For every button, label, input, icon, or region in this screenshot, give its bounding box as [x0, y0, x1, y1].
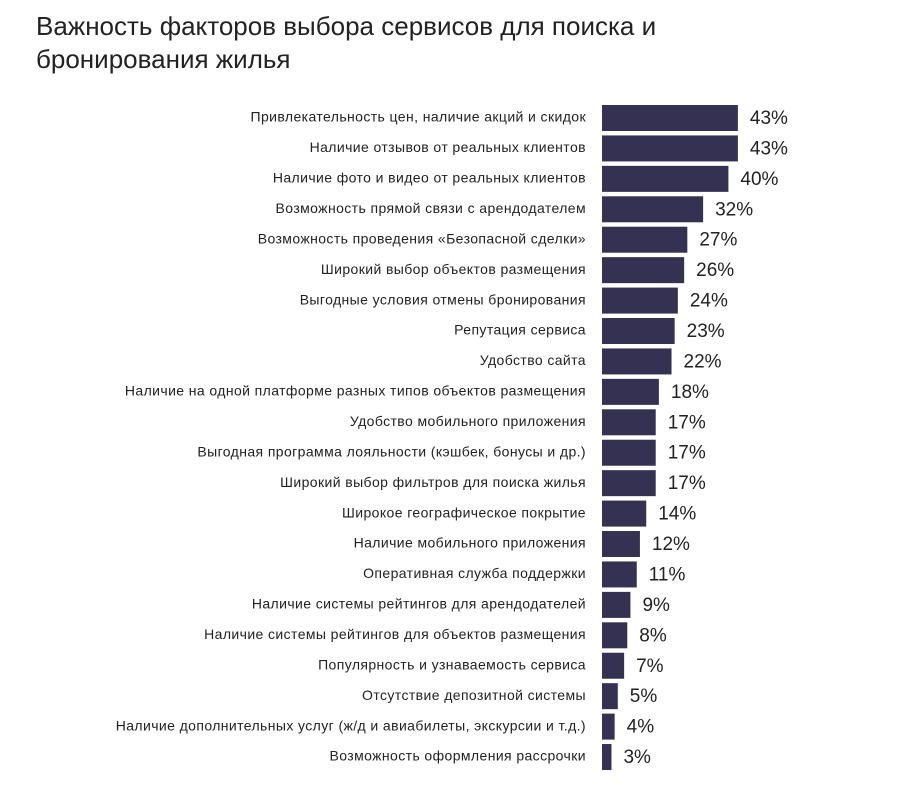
category-label: Возможность оформления рассрочки [330, 748, 586, 764]
category-label: Наличие системы рейтингов для объектов р… [204, 626, 586, 642]
category-label: Наличие на одной платформе разных типов … [125, 383, 586, 399]
category-label: Широкий выбор фильтров для поиска жилья [280, 474, 586, 490]
bar [602, 105, 738, 131]
bar [602, 439, 656, 466]
bar [602, 744, 612, 771]
bar [602, 591, 631, 618]
value-label: 11% [649, 564, 686, 585]
value-label: 17% [668, 412, 706, 433]
value-label: 43% [750, 108, 788, 129]
category-label: Популярность и узнаваемость сервиса [318, 656, 586, 672]
category-label: Выгодная программа лояльности (кэшбек, б… [197, 443, 586, 459]
category-label: Широкий выбор объектов размещения [321, 261, 586, 277]
bar [602, 287, 678, 314]
value-label: 17% [668, 473, 706, 494]
value-label: 18% [671, 382, 709, 403]
bar [602, 196, 704, 223]
category-label: Удобство мобильного приложения [350, 413, 586, 429]
bar [602, 378, 659, 405]
value-label: 32% [715, 199, 753, 220]
bar [602, 409, 656, 436]
value-label: 9% [642, 595, 670, 616]
value-label: 8% [639, 625, 667, 646]
bar [602, 622, 628, 649]
category-label: Привлекательность цен, наличие акций и с… [251, 109, 587, 125]
value-label: 23% [687, 321, 725, 342]
category-label: Репутация сервиса [454, 322, 586, 338]
value-label: 5% [630, 686, 658, 707]
value-label: 22% [684, 351, 722, 372]
category-label: Возможность проведения «Безопасной сделк… [258, 230, 586, 246]
category-label: Наличие мобильного приложения [354, 535, 586, 551]
category-label: Отсутствие депозитной системы [362, 687, 586, 703]
category-label: Наличие фото и видео от реальных клиенто… [273, 170, 586, 186]
value-label: 27% [699, 230, 737, 251]
bar [602, 226, 688, 253]
value-label: 26% [696, 260, 734, 281]
value-label: 24% [690, 291, 728, 312]
category-label: Широкое географическое покрытие [342, 504, 586, 520]
category-label: Наличие дополнительных услуг (ж/д и авиа… [116, 717, 586, 733]
bar [602, 561, 637, 588]
bar [602, 348, 672, 375]
chart-title: Важность факторов выбора сервисов для по… [36, 11, 657, 74]
bar [602, 531, 640, 558]
category-label: Оперативная служба поддержки [363, 565, 586, 581]
bar [602, 683, 618, 710]
value-label: 17% [668, 443, 706, 464]
bar [602, 713, 615, 740]
bar [602, 165, 729, 192]
value-label: 43% [750, 138, 788, 159]
bar [602, 257, 685, 284]
value-label: 14% [658, 504, 696, 525]
value-label: 7% [636, 656, 664, 677]
value-label: 40% [740, 169, 778, 190]
bar [602, 470, 656, 497]
category-label: Наличие отзывов от реальных клиентов [310, 139, 586, 155]
category-label: Выгодные условия отмены бронирования [300, 291, 586, 307]
bar [602, 500, 647, 527]
category-label: Возможность прямой связи с арендодателем [276, 200, 586, 216]
bar [602, 652, 625, 679]
bar [602, 135, 738, 162]
value-label: 4% [627, 717, 655, 738]
category-label: Удобство сайта [480, 352, 586, 368]
bar [602, 318, 675, 345]
category-label: Наличие системы рейтингов для арендодате… [252, 596, 586, 612]
value-label: 3% [623, 747, 651, 768]
value-label: 12% [652, 534, 690, 555]
